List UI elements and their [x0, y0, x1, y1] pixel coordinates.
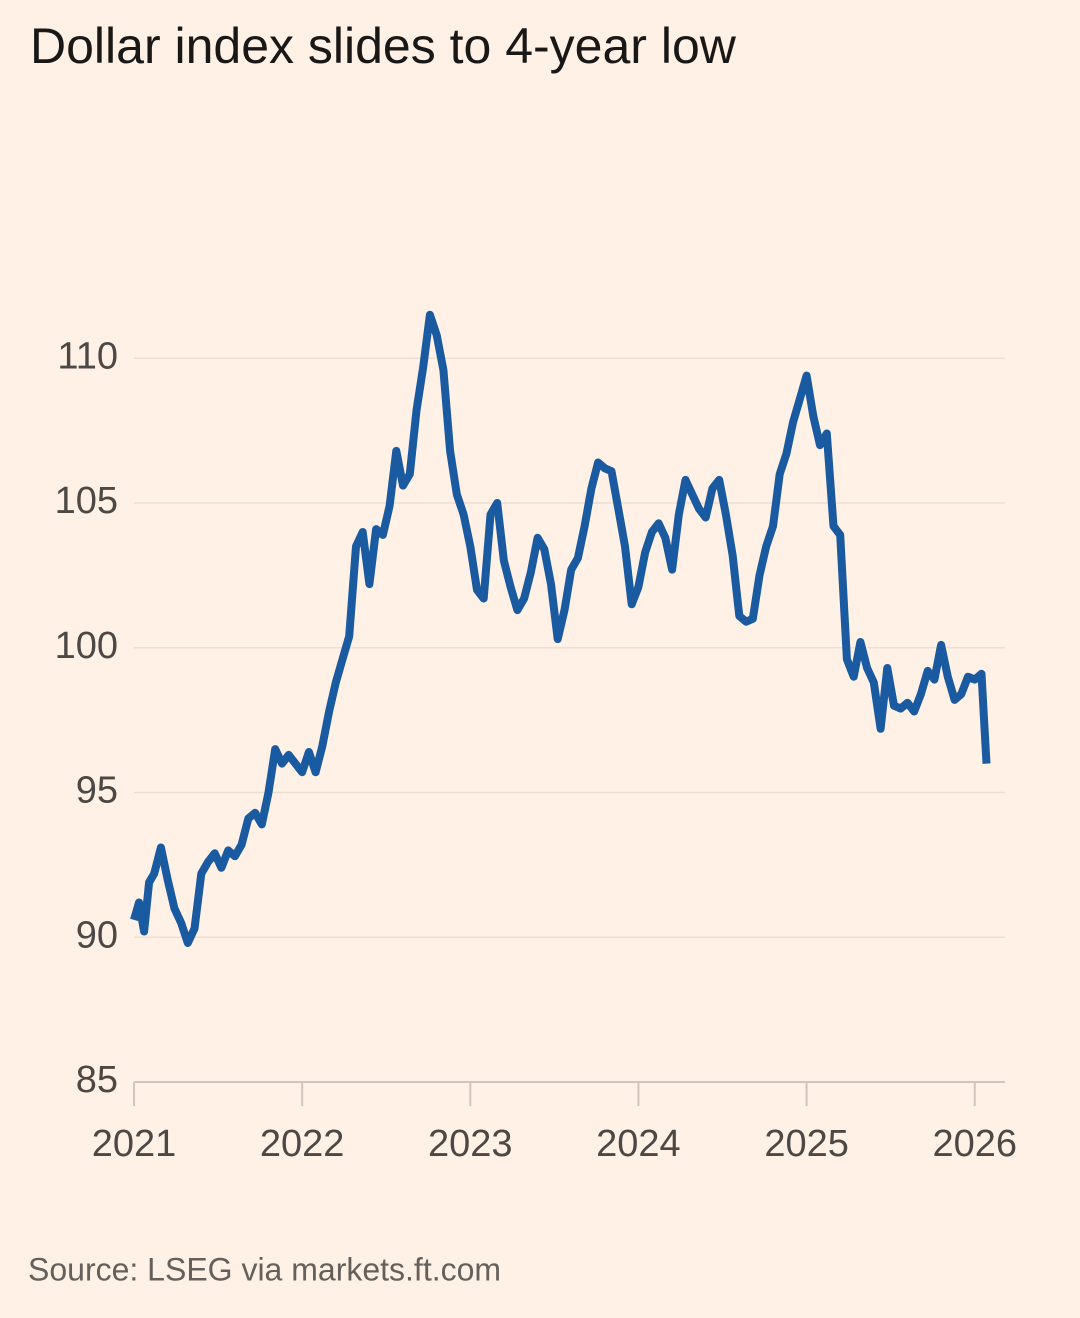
y-tick-label: 105: [55, 480, 118, 522]
x-tick-label: 2023: [428, 1123, 513, 1165]
source-note: Source: LSEG via markets.ft.com: [28, 1251, 501, 1287]
y-tick-label: 110: [57, 335, 118, 377]
y-tick-label: 95: [76, 770, 118, 812]
chart-title: Dollar index slides to 4-year low: [30, 18, 737, 74]
x-tick-label: 2021: [92, 1123, 177, 1165]
data-line: [130, 310, 991, 947]
x-tick-label: 2022: [260, 1123, 345, 1165]
y-tick-label: 100: [55, 625, 118, 667]
x-tick-label: 2025: [764, 1123, 849, 1165]
x-tick-label: 2026: [932, 1123, 1017, 1165]
x-tick-label: 2024: [596, 1123, 681, 1165]
y-tick-label: 85: [76, 1059, 118, 1101]
y-tick-label: 90: [76, 914, 118, 956]
